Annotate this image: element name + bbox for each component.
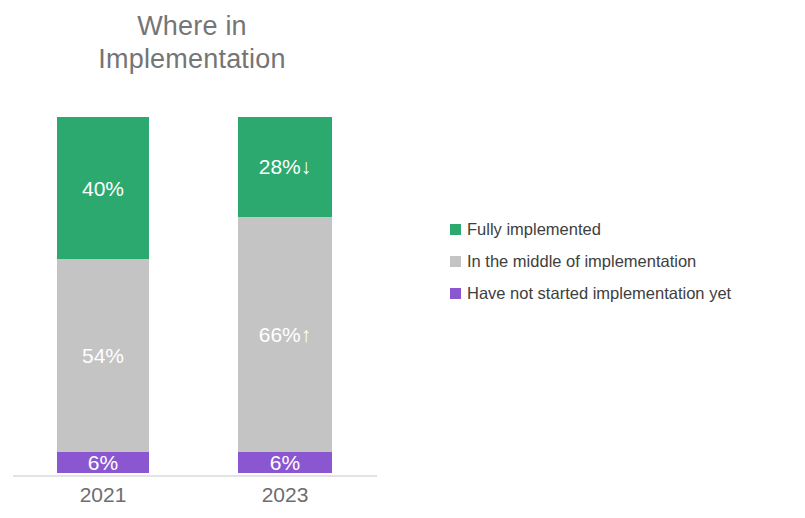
legend-label: Have not started implementation yet — [467, 284, 731, 303]
chart-canvas: Where in Implementation 40%54%6% 28%↓66%… — [0, 0, 805, 518]
legend-item-not-started: Have not started implementation yet — [450, 284, 731, 303]
chart-title: Where in Implementation — [32, 10, 352, 76]
legend: Fully implemented In the middle of imple… — [450, 220, 731, 303]
bar-segment-fully-implemented: 28%↓ — [238, 117, 332, 217]
legend-swatch-green-icon — [450, 224, 461, 235]
bar-segment-in-the-middle-of-implementation: 66%↑ — [238, 217, 332, 452]
bar-segment-in-the-middle-of-implementation: 54% — [57, 259, 149, 451]
stacked-bar-2021: 40%54%6% — [57, 117, 149, 473]
legend-item-in-middle: In the middle of implementation — [450, 252, 731, 271]
legend-label: Fully implemented — [467, 220, 601, 239]
legend-swatch-gray-icon — [450, 256, 461, 267]
legend-swatch-purple-icon — [450, 288, 461, 299]
legend-label: In the middle of implementation — [467, 252, 696, 271]
x-tick-label-2021: 2021 — [57, 483, 149, 507]
x-tick-label-2023: 2023 — [239, 483, 331, 507]
bar-segment-have-not-started-implementation-yet: 6% — [57, 452, 149, 473]
legend-item-fully-implemented: Fully implemented — [450, 220, 731, 239]
bar-segment-have-not-started-implementation-yet: 6% — [238, 452, 332, 473]
bar-segment-fully-implemented: 40% — [57, 117, 149, 259]
x-axis-line — [13, 475, 377, 477]
stacked-bar-2023: 28%↓66%↑6% — [238, 117, 332, 473]
